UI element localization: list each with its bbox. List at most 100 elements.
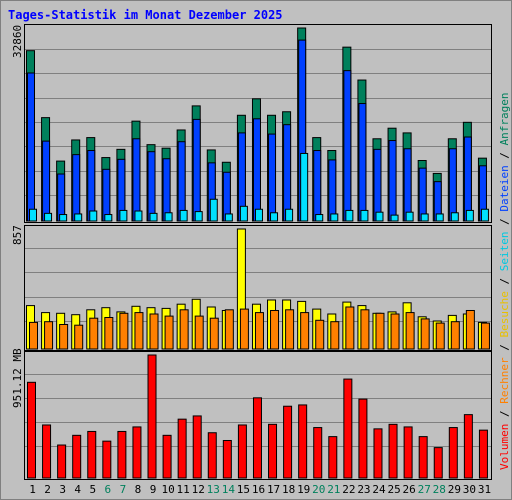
day-label: 12 bbox=[192, 483, 205, 496]
bar-rechner bbox=[194, 315, 204, 350]
day-label: 29 bbox=[448, 483, 461, 496]
bar-volumen bbox=[343, 378, 353, 479]
bar-volumen bbox=[192, 415, 202, 479]
day-label: 14 bbox=[222, 483, 236, 496]
ymax-label-bottom: 951.12 MB bbox=[11, 348, 24, 408]
day-label: 1 bbox=[29, 483, 36, 496]
day-label: 15 bbox=[237, 483, 250, 496]
bar-rechner bbox=[149, 313, 159, 350]
bar-rechner bbox=[330, 321, 340, 350]
day-label: 28 bbox=[433, 483, 446, 496]
bar-seiten bbox=[44, 212, 53, 222]
bar-dateien bbox=[463, 136, 472, 222]
bar-volumen bbox=[328, 436, 338, 479]
legend-sep-4: / bbox=[498, 218, 511, 225]
bar-dateien bbox=[283, 124, 292, 222]
bar-seiten bbox=[285, 208, 294, 222]
bar-volumen bbox=[252, 397, 262, 479]
legend-besuche: Besuche bbox=[498, 291, 511, 337]
bar-rechner bbox=[450, 321, 460, 350]
bar-dateien bbox=[448, 148, 457, 222]
day-label: 4 bbox=[74, 483, 81, 496]
panel-top bbox=[24, 24, 492, 223]
bar-seiten bbox=[224, 213, 233, 222]
bar-seiten bbox=[209, 198, 218, 222]
bar-seiten bbox=[134, 210, 143, 222]
day-label: 9 bbox=[150, 483, 157, 496]
bar-dateien bbox=[252, 118, 261, 222]
bar-seiten bbox=[330, 213, 339, 222]
bar-dateien bbox=[162, 158, 171, 222]
bar-seiten bbox=[345, 209, 354, 222]
bar-rechner bbox=[239, 308, 249, 350]
bar-seiten bbox=[375, 211, 384, 222]
bar-dateien bbox=[268, 133, 277, 222]
bar-rechner bbox=[89, 317, 99, 350]
bar-seiten bbox=[405, 211, 414, 222]
day-label: 3 bbox=[59, 483, 66, 496]
bar-rechner bbox=[315, 319, 325, 350]
bar-volumen bbox=[147, 354, 157, 479]
bar-seiten bbox=[270, 212, 279, 222]
bar-seiten bbox=[390, 214, 399, 222]
ymax-label-middle: 857 bbox=[11, 225, 24, 245]
bar-volumen bbox=[283, 405, 293, 479]
legend-sep-1: / bbox=[498, 410, 511, 417]
bar-seiten bbox=[480, 208, 489, 222]
legend-dateien: Dateien bbox=[498, 165, 511, 211]
day-label: 31 bbox=[478, 483, 491, 496]
legend-volumen: Volumen bbox=[498, 424, 511, 470]
bar-dateien bbox=[388, 140, 397, 222]
bar-dateien bbox=[373, 148, 382, 222]
legend-sep-3: / bbox=[498, 278, 511, 285]
bar-rechner bbox=[29, 321, 38, 350]
day-label: 2 bbox=[44, 483, 51, 496]
bar-volumen bbox=[358, 398, 368, 479]
legend-rechner: Rechner bbox=[498, 357, 511, 404]
day-label: 5 bbox=[89, 483, 96, 496]
bar-rechner bbox=[179, 309, 189, 350]
bar-volumen bbox=[42, 424, 52, 479]
bar-rechner bbox=[465, 309, 475, 350]
day-label: 27 bbox=[418, 483, 431, 496]
bar-seiten bbox=[465, 209, 474, 222]
bar-dateien bbox=[27, 72, 35, 222]
bar-seiten bbox=[315, 214, 324, 222]
bar-rechner bbox=[104, 316, 114, 350]
bar-seiten bbox=[59, 214, 68, 222]
bar-dateien bbox=[87, 150, 96, 222]
day-label: 19 bbox=[297, 483, 310, 496]
bar-rechner bbox=[164, 315, 174, 350]
bar-rechner bbox=[209, 317, 219, 350]
bar-dateien bbox=[192, 118, 201, 222]
day-label: 8 bbox=[135, 483, 142, 496]
bar-rechner bbox=[360, 309, 370, 350]
panel-frame bbox=[24, 24, 492, 223]
bar-rechner bbox=[134, 312, 144, 350]
legend-sep-2: / bbox=[498, 344, 511, 351]
bar-volumen bbox=[418, 436, 428, 479]
bar-rechner bbox=[390, 313, 400, 350]
bar-dateien bbox=[418, 167, 427, 222]
legend-seiten: Seiten bbox=[498, 232, 511, 272]
day-labels: 1 2 3 4 5 6 7 8 9 10 11 12 13 14 15 16 17 18 19 20 21 22 23 24 2… bbox=[29, 483, 491, 496]
panel-frame bbox=[24, 351, 492, 480]
bar-seiten bbox=[149, 212, 158, 222]
bar-rechner bbox=[435, 322, 445, 350]
bar-seiten bbox=[119, 209, 128, 222]
day-label: 10 bbox=[161, 483, 174, 496]
bar-seiten bbox=[360, 209, 369, 222]
day-label: 25 bbox=[387, 483, 400, 496]
bar-volumen bbox=[388, 423, 398, 479]
day-label: 7 bbox=[120, 483, 127, 496]
bar-dateien bbox=[72, 154, 81, 222]
bar-seiten bbox=[300, 152, 309, 222]
legend-vertical: Volumen / Rechner / Besuche / Seiten / D… bbox=[498, 92, 511, 470]
bar-rechner bbox=[119, 312, 129, 350]
bar-volumen bbox=[313, 427, 323, 479]
bar-dateien bbox=[102, 168, 111, 222]
day-label: 18 bbox=[282, 483, 295, 496]
bar-rechner bbox=[480, 322, 490, 350]
bar-dateien bbox=[313, 150, 322, 222]
bar-seiten bbox=[239, 205, 248, 222]
